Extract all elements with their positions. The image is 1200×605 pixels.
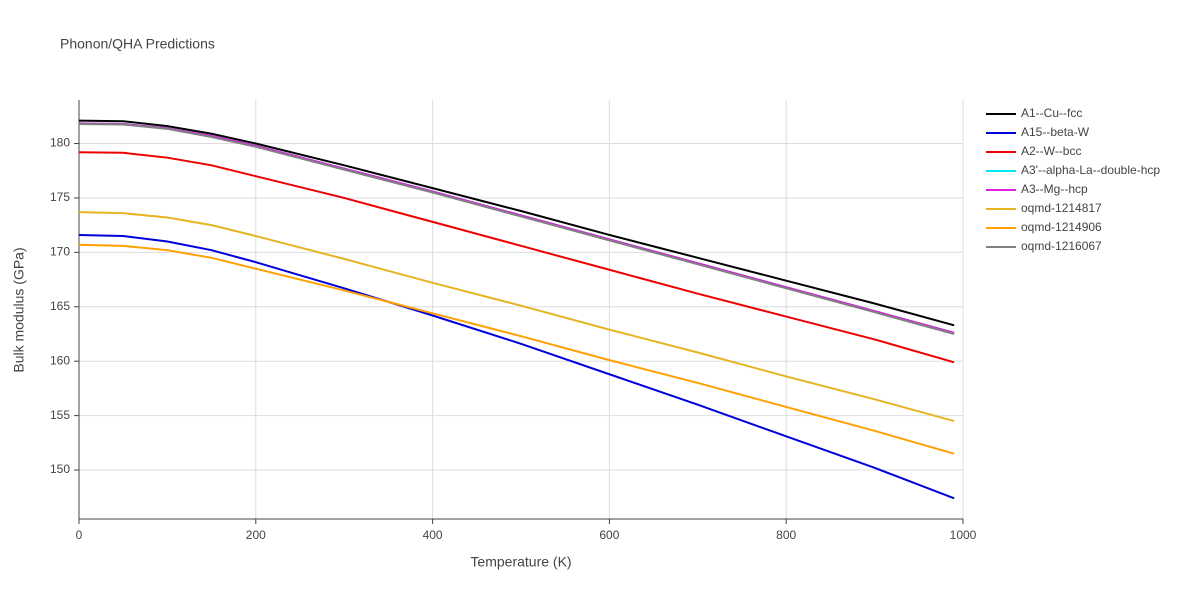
chart-title: Phonon/QHA Predictions — [60, 36, 215, 52]
legend-label: A1--Cu--fcc — [1021, 106, 1082, 120]
x-tick-label: 1000 — [950, 528, 977, 542]
legend-label: A3'--alpha-La--double-hcp — [1021, 163, 1160, 177]
legend-label: A15--beta-W — [1021, 125, 1090, 139]
y-tick-label: 155 — [50, 408, 70, 422]
series-line — [78, 151, 955, 364]
legend-label: oqmd-1216067 — [1021, 239, 1102, 253]
legend-label: A2--W--bcc — [1021, 144, 1081, 158]
x-tick-label: 0 — [76, 528, 83, 542]
x-axis-label: Temperature (K) — [470, 554, 571, 570]
series-line — [78, 211, 955, 423]
series-line — [78, 243, 955, 455]
y-axis-label: Bulk modulus (GPa) — [11, 247, 27, 372]
series-line — [78, 122, 955, 335]
y-tick-label: 170 — [50, 245, 70, 259]
legend-label: oqmd-1214906 — [1021, 220, 1102, 234]
legend-label: oqmd-1214817 — [1021, 201, 1102, 215]
x-tick-label: 200 — [246, 528, 266, 542]
legend-label: A3--Mg--hcp — [1021, 182, 1088, 196]
y-tick-label: 175 — [50, 190, 70, 204]
series-line — [78, 122, 955, 334]
y-tick-label: 160 — [50, 353, 70, 367]
series-line — [78, 119, 955, 327]
y-tick-label: 150 — [50, 462, 70, 476]
y-tick-label: 165 — [50, 299, 70, 313]
y-tick-label: 180 — [50, 136, 70, 150]
series-line — [78, 122, 955, 334]
series-line — [78, 233, 955, 500]
x-tick-label: 600 — [599, 528, 619, 542]
x-tick-label: 400 — [423, 528, 443, 542]
x-tick-label: 800 — [776, 528, 796, 542]
